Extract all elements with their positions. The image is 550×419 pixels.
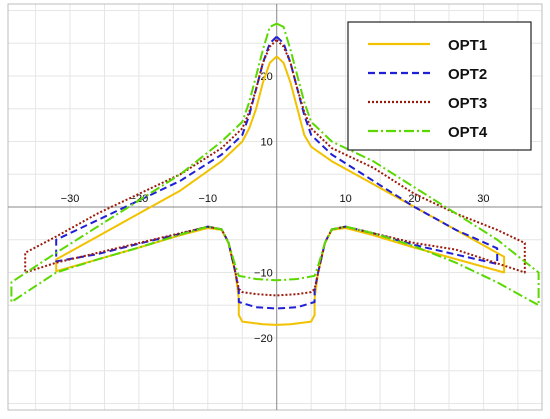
legend-label-opt1: OPT1 xyxy=(448,37,487,54)
axes xyxy=(7,3,543,411)
legend: OPT1 OPT2 OPT3 OPT4 xyxy=(347,21,532,151)
x-tick-label: −10 xyxy=(198,193,217,205)
x-tick-label: 10 xyxy=(340,193,352,205)
legend-label-opt2: OPT2 xyxy=(448,66,487,83)
y-tick-label: −10 xyxy=(254,267,273,279)
legend-label-opt3: OPT3 xyxy=(448,95,487,112)
series-line-opt2 xyxy=(55,35,499,310)
series xyxy=(10,22,540,326)
y-tick-label: −20 xyxy=(254,333,273,345)
x-tick-label: −30 xyxy=(61,193,80,205)
series-line-opt3 xyxy=(24,39,526,297)
legend-label-opt4: OPT4 xyxy=(448,124,488,141)
series-line-opt1 xyxy=(55,55,506,326)
x-tick-label: 30 xyxy=(477,193,489,205)
y-tick-label: 10 xyxy=(260,137,272,149)
x-tick-label: 20 xyxy=(408,193,420,205)
series-line-opt4 xyxy=(10,22,540,307)
